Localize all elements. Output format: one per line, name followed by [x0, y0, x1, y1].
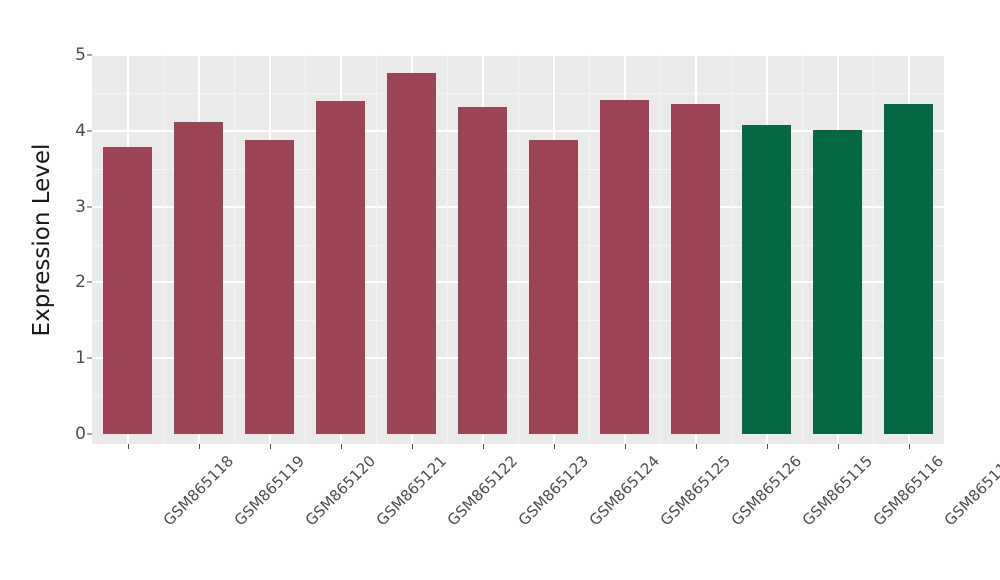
x-tick-label: GSM865120 [301, 452, 378, 529]
y-tick-label: 5 [75, 45, 86, 65]
bar [670, 103, 721, 434]
x-tick-label: GSM865117 [940, 452, 1000, 529]
y-tick-mark [87, 54, 92, 56]
bar [812, 130, 863, 434]
x-tick-label-text: GSM865119 [230, 452, 308, 530]
x-tick-label-text: GSM865120 [301, 452, 379, 530]
x-tick-label: GSM865122 [443, 452, 520, 529]
gridline-minor-vertical [518, 55, 519, 444]
bar [315, 101, 366, 434]
x-tick-mark [766, 444, 768, 449]
x-tick-label-text: GSM865126 [727, 452, 805, 530]
x-tick-mark [269, 444, 271, 449]
y-tick-mark [87, 206, 92, 208]
bar [599, 99, 650, 434]
x-tick-label-text: GSM865121 [372, 452, 450, 530]
x-tick-label: GSM865125 [656, 452, 733, 529]
gridline-minor-vertical [163, 55, 164, 444]
x-tick-label-text: GSM865124 [585, 452, 663, 530]
x-tick-mark [482, 444, 484, 449]
plot-panel [92, 54, 944, 444]
bar [883, 103, 934, 434]
x-tick-label: GSM865126 [727, 452, 804, 529]
bar [386, 73, 437, 434]
x-tick-label: GSM865124 [585, 452, 662, 529]
y-axis-title: Expression Level [29, 143, 55, 337]
x-tick-label-text: GSM865118 [159, 452, 237, 530]
x-tick-mark [553, 444, 555, 449]
gridline-minor-vertical [660, 55, 661, 444]
y-tick-label: 1 [75, 348, 86, 369]
gridline-minor-vertical [447, 55, 448, 444]
bar [173, 122, 224, 434]
x-tick-label-text: GSM865116 [869, 452, 947, 530]
x-tick-label: GSM865118 [159, 452, 236, 529]
y-tick-mark [87, 433, 92, 435]
bar [244, 139, 295, 434]
x-tick-label-text: GSM865115 [798, 452, 876, 530]
x-tick-label-text: GSM865122 [443, 452, 521, 530]
y-tick-label: 0 [75, 424, 86, 444]
y-tick-mark [87, 357, 92, 359]
gridline-minor-vertical [731, 55, 732, 444]
x-tick-mark [340, 444, 342, 449]
gridline-minor-vertical [376, 55, 377, 444]
y-tick-mark [87, 130, 92, 132]
gridline-minor-vertical [802, 55, 803, 444]
bar [528, 139, 579, 434]
gridline-minor-vertical [305, 55, 306, 444]
y-tick-label: 4 [75, 120, 86, 141]
gridline-minor-vertical [589, 55, 590, 444]
x-tick-label: GSM865121 [372, 452, 449, 529]
x-tick-label-text: GSM865125 [656, 452, 734, 530]
x-tick-mark [837, 444, 839, 449]
x-tick-mark [908, 444, 910, 449]
x-tick-mark [624, 444, 626, 449]
y-tick-mark [87, 281, 92, 283]
bar [741, 124, 792, 434]
bar [102, 146, 153, 434]
bar [457, 106, 508, 434]
x-tick-mark [695, 444, 697, 449]
gridline-minor-vertical [234, 55, 235, 444]
x-tick-label-text: GSM865123 [514, 452, 592, 530]
x-tick-label-text: GSM865117 [940, 452, 1000, 530]
y-tick-label: 3 [75, 196, 86, 217]
x-tick-label: GSM865119 [230, 452, 307, 529]
x-tick-label: GSM865116 [869, 452, 946, 529]
y-tick-label: 2 [75, 272, 86, 293]
x-tick-mark [198, 444, 200, 449]
x-tick-mark [411, 444, 413, 449]
x-tick-mark [127, 444, 129, 449]
gridline-minor-vertical [873, 55, 874, 444]
x-tick-label: GSM865115 [798, 452, 875, 529]
x-tick-label: GSM865123 [514, 452, 591, 529]
